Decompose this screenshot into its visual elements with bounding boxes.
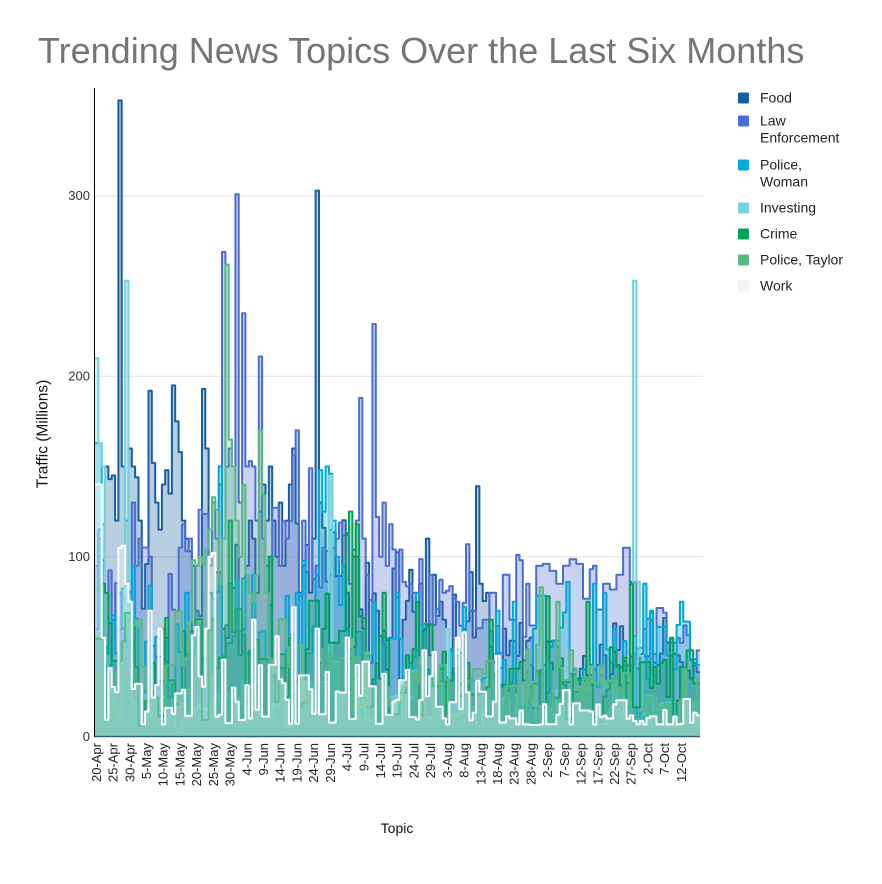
svg-text:23-Aug: 23-Aug xyxy=(507,743,522,785)
svg-text:Law: Law xyxy=(760,113,787,129)
svg-text:9-Jul: 9-Jul xyxy=(356,743,371,771)
svg-text:Trending News Topics Over the: Trending News Topics Over the Last Six M… xyxy=(38,30,804,71)
svg-text:3-Aug: 3-Aug xyxy=(440,743,455,778)
svg-text:Police, Taylor: Police, Taylor xyxy=(760,252,843,268)
svg-text:30-May: 30-May xyxy=(223,743,238,787)
svg-text:20-May: 20-May xyxy=(189,743,204,787)
svg-text:Enforcement: Enforcement xyxy=(760,130,839,146)
svg-text:27-Sep: 27-Sep xyxy=(624,743,639,785)
svg-text:7-Sep: 7-Sep xyxy=(557,743,572,778)
svg-text:Police,: Police, xyxy=(760,157,802,173)
svg-text:14-Jul: 14-Jul xyxy=(373,743,388,779)
svg-text:28-Aug: 28-Aug xyxy=(523,743,538,785)
svg-text:19-Jun: 19-Jun xyxy=(289,743,304,783)
svg-text:12-Oct: 12-Oct xyxy=(674,743,689,782)
svg-text:13-Aug: 13-Aug xyxy=(473,743,488,785)
svg-text:14-Jun: 14-Jun xyxy=(273,743,288,783)
svg-text:24-Jun: 24-Jun xyxy=(306,743,321,783)
svg-text:22-Sep: 22-Sep xyxy=(607,743,622,785)
svg-text:200: 200 xyxy=(68,368,90,383)
svg-text:19-Jul: 19-Jul xyxy=(390,743,405,779)
svg-text:25-May: 25-May xyxy=(206,743,221,787)
svg-text:15-May: 15-May xyxy=(172,743,187,787)
svg-text:300: 300 xyxy=(68,188,90,203)
svg-text:8-Aug: 8-Aug xyxy=(457,743,472,778)
svg-text:0: 0 xyxy=(83,729,90,744)
svg-text:Food: Food xyxy=(760,90,792,106)
svg-text:Traffic (Millions): Traffic (Millions) xyxy=(35,380,52,489)
svg-text:17-Sep: 17-Sep xyxy=(590,743,605,785)
svg-text:24-Jul: 24-Jul xyxy=(406,743,421,779)
svg-text:18-Aug: 18-Aug xyxy=(490,743,505,785)
svg-text:29-Jun: 29-Jun xyxy=(323,743,338,783)
svg-text:Investing: Investing xyxy=(760,200,816,216)
svg-text:Crime: Crime xyxy=(760,226,798,242)
svg-text:Woman: Woman xyxy=(760,174,808,190)
svg-text:10-May: 10-May xyxy=(156,743,171,787)
svg-text:25-Apr: 25-Apr xyxy=(106,742,121,782)
svg-text:4-Jun: 4-Jun xyxy=(239,743,254,776)
svg-text:100: 100 xyxy=(68,549,90,564)
svg-text:2-Oct: 2-Oct xyxy=(640,743,655,775)
svg-text:4-Jul: 4-Jul xyxy=(340,743,355,771)
svg-text:Work: Work xyxy=(760,278,793,294)
svg-text:29-Jul: 29-Jul xyxy=(423,743,438,779)
svg-text:Topic: Topic xyxy=(381,820,414,836)
svg-text:9-Jun: 9-Jun xyxy=(256,743,271,776)
svg-text:20-Apr: 20-Apr xyxy=(89,742,104,782)
svg-text:30-Apr: 30-Apr xyxy=(122,742,137,782)
svg-text:5-May: 5-May xyxy=(139,743,154,780)
svg-text:7-Oct: 7-Oct xyxy=(657,743,672,775)
svg-text:2-Sep: 2-Sep xyxy=(540,743,555,778)
svg-text:12-Sep: 12-Sep xyxy=(574,743,589,785)
